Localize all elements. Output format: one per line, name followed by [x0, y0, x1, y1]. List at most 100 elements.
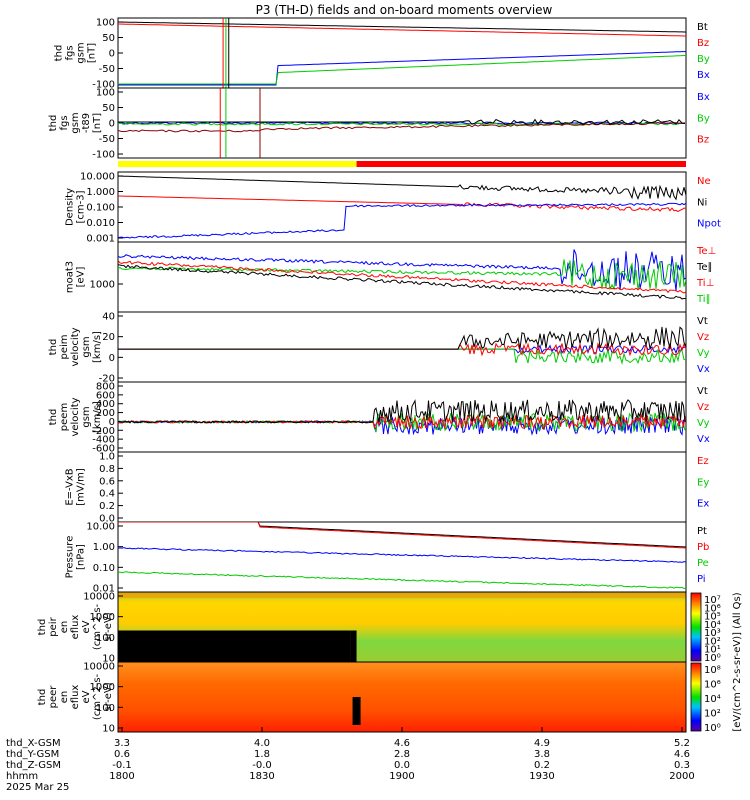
y-tick-label: -20	[99, 374, 115, 385]
colorbar-tick: 10⁸	[704, 665, 721, 676]
colorbar-tick: 10⁶	[704, 680, 721, 691]
y-axis-label: velocity	[70, 397, 81, 436]
series-line	[118, 399, 686, 424]
spectrogram-black-block	[350, 630, 357, 662]
y-axis-label: peem	[59, 403, 70, 431]
y-tick-label: 1.0	[99, 452, 115, 463]
series-line	[118, 122, 686, 133]
series-line	[118, 522, 686, 549]
footer-value: 0.3	[674, 760, 690, 771]
series-line	[118, 260, 686, 294]
y-tick-label: 0	[109, 353, 115, 364]
colorbar-tick: 10⁵	[704, 612, 721, 623]
footer-row-label: thd_Y-GSM	[6, 749, 59, 760]
series-line	[118, 195, 686, 213]
legend-entry: Vt	[697, 316, 708, 327]
legend-entry: Bt	[697, 22, 708, 33]
series-line	[118, 522, 686, 548]
y-tick-label: 10	[102, 724, 115, 735]
legend-entry: Pt	[697, 526, 707, 537]
legend-entry: Pi	[697, 574, 706, 585]
footer-value: -0.0	[252, 760, 272, 771]
footer-value: 1830	[249, 771, 274, 782]
y-axis-label: thd	[54, 45, 65, 62]
y-tick-label: 0.001	[86, 234, 115, 245]
legend-entry: Bz	[697, 135, 709, 146]
traces	[118, 18, 686, 88]
footer-value: 1.8	[254, 749, 270, 760]
legend-entry: Bz	[697, 38, 709, 49]
footer-value: 0.2	[534, 760, 550, 771]
colorbar-tick: 10³	[704, 628, 721, 639]
y-tick-label: 10	[102, 654, 115, 665]
y-tick-label: 0	[109, 49, 115, 60]
traces	[118, 88, 686, 158]
legend-entry: Vy	[697, 348, 710, 359]
y-axis-label: Density	[65, 188, 76, 226]
footer-value: 0.6	[114, 749, 130, 760]
y-tick-label: 400	[96, 399, 115, 410]
footer-value: 3.8	[534, 749, 550, 760]
series-line	[118, 118, 686, 126]
colorbar	[690, 592, 702, 662]
y-tick-label: -100	[92, 150, 115, 161]
legend-entry: Ti⊥	[696, 278, 714, 289]
y-axis-label: thd	[48, 115, 59, 132]
legend-entry: Ne	[697, 176, 711, 187]
y-axis-label: [mV/m]	[76, 468, 87, 506]
y-tick-label: -50	[99, 64, 115, 75]
series-line	[118, 55, 686, 85]
colorbar-tick: 10⁴	[704, 694, 721, 705]
footer-row-label: thd_Z-GSM	[6, 760, 61, 771]
footer-value: 3.3	[114, 738, 130, 749]
legend-entry: Ni	[697, 197, 707, 208]
y-axis-label: peer	[48, 685, 59, 709]
legend-entry: Pe	[697, 558, 709, 569]
y-tick-label: 100	[96, 703, 115, 714]
y-axis-label: gsm	[81, 336, 92, 357]
spectrogram-gap	[352, 697, 361, 725]
colorbar-label: [eV/(cm^2-s-sr-eV)] (All Qs)	[732, 592, 743, 731]
panel-peim-velocity: 40 20 0 -20 thd peim velocity gsm [km/s] Vt Vz Vy Vx	[48, 311, 710, 385]
y-axis-label: eV	[81, 690, 92, 703]
y-axis-label: thd	[48, 409, 59, 426]
colorbar-tick: 10¹	[704, 645, 721, 656]
series-line	[118, 51, 686, 86]
footer-value: 1930	[529, 771, 554, 782]
y-axis-label: eflux	[70, 615, 81, 640]
y-axis-label: (cm^2-s-	[92, 673, 103, 720]
y-axis-label: (cm^2-s-	[92, 603, 103, 650]
y-axis-label: [eV]	[76, 267, 87, 288]
y-tick-label: 0.0	[99, 514, 115, 525]
series-line	[118, 571, 686, 590]
y-tick-label: 0.010	[86, 218, 115, 229]
y-axis-label: velocity	[70, 327, 81, 366]
colorbar-tick: 10²	[704, 709, 721, 720]
y-tick-label: -400	[92, 435, 115, 446]
y-axis-label: [km/s]	[92, 401, 103, 433]
colorbar-tick: 10⁴	[704, 620, 721, 631]
mode-bar-yellow	[118, 161, 357, 167]
y-tick-label: -100	[92, 80, 115, 91]
y-tick-label: 40	[102, 312, 115, 323]
y-tick-label: 0	[109, 119, 115, 130]
footer-value: 1900	[389, 771, 414, 782]
panel-fgs-gsm: 100 50 0 -50 -100 thd fgs gsm [nT] Bt Bz By Bx	[54, 17, 710, 91]
y-tick-label: 1.000	[86, 187, 115, 198]
series-line	[118, 23, 686, 37]
footer-row-label: hhmm	[6, 771, 38, 782]
colorbar-tick: 10⁶	[704, 603, 721, 614]
plot-date: 2025 Mar 25	[6, 782, 69, 793]
panel-fgs-gsm-t89: 100 50 0 -50 -100 thd fgs gsm -t89 [nT] Bx By Bz	[48, 87, 710, 161]
legend-entry: Vt	[697, 386, 708, 397]
y-tick-label: 100	[96, 633, 115, 644]
panel-density: 10.000 1.000 0.100 0.010 0.001 Density [cm-3] N…	[65, 171, 721, 245]
footer-row-label: thd_X-GSM	[6, 738, 61, 749]
y-axis-label: [nT]	[87, 43, 98, 63]
panel-frame	[117, 17, 687, 89]
footer-value: 4.9	[534, 738, 550, 749]
y-axis-label: peir	[48, 616, 59, 636]
y-axis-label: peim	[59, 334, 70, 359]
